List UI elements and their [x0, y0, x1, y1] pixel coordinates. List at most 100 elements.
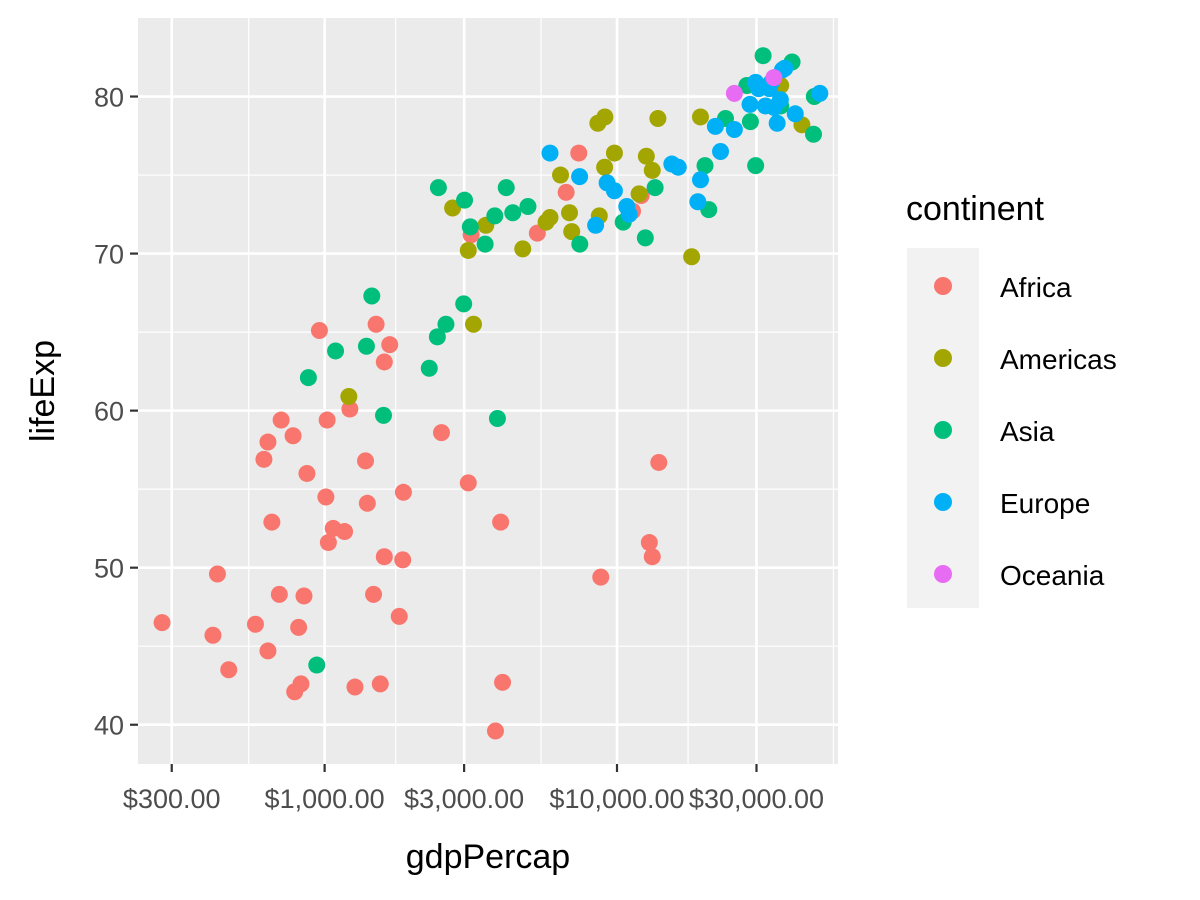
- data-point-africa: [486, 722, 504, 740]
- data-point-asia: [696, 157, 714, 175]
- data-point-europe: [571, 168, 589, 186]
- data-point-africa: [272, 411, 290, 429]
- data-point-americas: [464, 315, 482, 333]
- data-point-africa: [153, 614, 171, 632]
- data-point-europe: [669, 158, 687, 176]
- legend-key-europe: [934, 493, 952, 511]
- data-point-asia: [497, 179, 515, 197]
- data-point-americas: [643, 161, 661, 179]
- data-point-africa: [394, 483, 412, 501]
- data-point-africa: [346, 678, 364, 696]
- data-point-europe: [741, 95, 759, 113]
- data-point-africa: [270, 585, 288, 603]
- legend-key-oceania: [934, 565, 952, 583]
- data-point-africa: [290, 618, 308, 636]
- data-point-asia: [455, 295, 473, 313]
- data-point-europe: [605, 182, 623, 200]
- data-point-oceania: [725, 84, 743, 102]
- data-point-africa: [318, 411, 336, 429]
- data-point-asia: [747, 157, 765, 175]
- data-point-africa: [643, 548, 661, 566]
- y-axis: 40 50 60 70 80: [94, 83, 138, 741]
- data-point-africa: [432, 424, 450, 442]
- data-point-europe: [691, 171, 709, 189]
- data-point-africa: [319, 534, 337, 552]
- y-tick-label: 50: [94, 554, 124, 584]
- data-point-asia: [428, 328, 446, 346]
- data-point-asia: [571, 235, 589, 253]
- data-point-africa: [358, 494, 376, 512]
- data-point-africa: [640, 534, 658, 552]
- data-point-europe: [689, 193, 707, 211]
- data-point-americas: [649, 110, 667, 128]
- data-point-oceania: [765, 69, 783, 87]
- data-point-africa: [336, 523, 354, 541]
- data-point-asia: [429, 179, 447, 197]
- legend-label-europe: Europe: [1000, 488, 1090, 519]
- legend-entries: Africa Americas Asia Europe Oceania: [934, 272, 1117, 591]
- legend-label-americas: Americas: [1000, 344, 1117, 375]
- data-point-americas: [459, 241, 477, 259]
- data-point-americas: [563, 223, 581, 241]
- data-point-africa: [592, 568, 610, 586]
- data-point-americas: [605, 144, 623, 162]
- data-point-africa: [220, 661, 238, 679]
- data-point-americas: [541, 208, 559, 226]
- data-point-africa: [381, 336, 399, 354]
- data-point-asia: [754, 47, 772, 65]
- data-point-africa: [259, 642, 277, 660]
- data-point-africa: [375, 353, 393, 371]
- y-tick-label: 60: [94, 397, 124, 427]
- data-point-asia: [363, 287, 381, 305]
- data-point-europe: [768, 114, 786, 132]
- data-points: [153, 47, 829, 740]
- y-axis-title: lifeExp: [24, 340, 62, 442]
- data-point-europe: [712, 142, 730, 160]
- data-point-africa: [394, 551, 412, 569]
- data-point-africa: [246, 615, 264, 633]
- data-point-asia: [519, 197, 537, 215]
- x-tick-label: $10,000.00: [549, 784, 684, 814]
- data-point-europe: [771, 91, 789, 109]
- data-point-asia: [456, 191, 474, 209]
- legend-key-asia: [934, 421, 952, 439]
- data-point-africa: [298, 464, 316, 482]
- data-point-asia: [327, 342, 345, 360]
- data-point-africa: [365, 585, 383, 603]
- data-point-africa: [492, 513, 510, 531]
- data-point-americas: [683, 248, 701, 266]
- data-point-europe: [786, 105, 804, 123]
- x-tick-label: $300.00: [123, 784, 221, 814]
- legend-label-oceania: Oceania: [1000, 560, 1105, 591]
- data-point-asia: [461, 218, 479, 236]
- data-point-europe: [706, 117, 724, 135]
- grid-major: [138, 18, 838, 764]
- x-tick-label: $3,000.00: [404, 784, 524, 814]
- x-tick-label: $30,000.00: [689, 784, 824, 814]
- data-point-europe: [725, 121, 743, 139]
- data-point-americas: [596, 108, 614, 126]
- data-point-europe: [587, 216, 605, 234]
- data-point-americas: [340, 387, 358, 405]
- data-point-asia: [357, 337, 375, 355]
- legend-label-asia: Asia: [1000, 416, 1055, 447]
- legend-key-africa: [934, 277, 952, 295]
- data-point-asia: [476, 235, 494, 253]
- grid-minor: [138, 18, 838, 764]
- data-point-asia: [437, 315, 455, 333]
- data-point-americas: [561, 204, 579, 222]
- legend-label-africa: Africa: [1000, 272, 1072, 303]
- data-point-africa: [390, 607, 408, 625]
- data-point-africa: [375, 548, 393, 566]
- data-point-americas: [691, 108, 709, 126]
- data-point-asia: [504, 204, 522, 222]
- y-tick-label: 80: [94, 83, 124, 113]
- data-point-africa: [371, 675, 389, 693]
- data-point-asia: [420, 359, 438, 377]
- data-point-africa: [650, 453, 668, 471]
- data-point-africa: [459, 474, 477, 492]
- data-point-asia: [486, 207, 504, 225]
- data-point-asia: [741, 113, 759, 131]
- data-point-americas: [596, 158, 614, 176]
